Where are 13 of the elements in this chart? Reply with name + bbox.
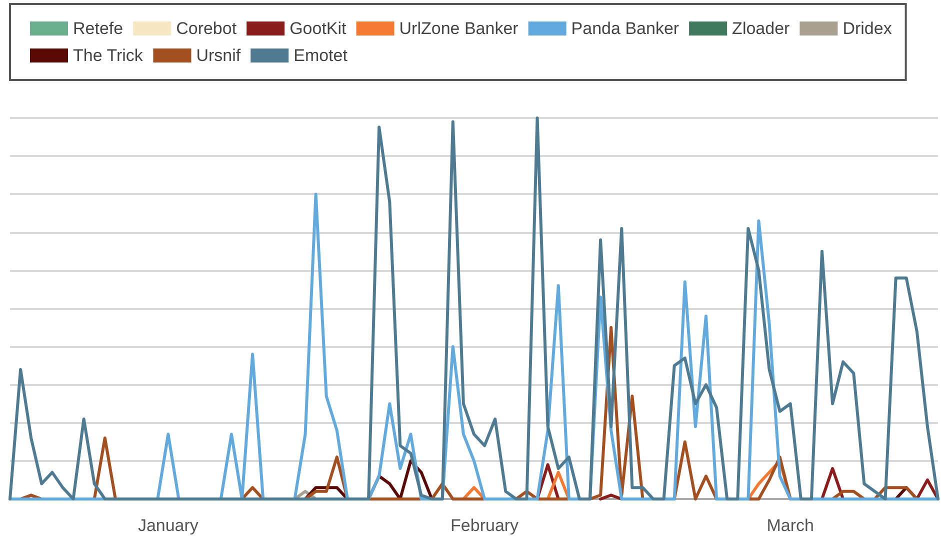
x-tick-label: January bbox=[138, 516, 199, 535]
legend-label: Panda Banker bbox=[571, 19, 680, 38]
legend-label: Emotet bbox=[294, 46, 348, 65]
legend-label: Zloader bbox=[732, 19, 790, 38]
x-tick-label: March bbox=[766, 516, 814, 535]
legend-label: The Trick bbox=[73, 46, 144, 65]
legend-label: Dridex bbox=[842, 19, 892, 38]
legend-label: UrlZone Banker bbox=[399, 19, 519, 38]
legend-label: Corebot bbox=[176, 19, 237, 38]
legend-label: GootKit bbox=[290, 19, 347, 38]
legend-label: Ursnif bbox=[196, 46, 241, 65]
x-tick-label: February bbox=[450, 516, 520, 535]
legend-label: Retefe bbox=[73, 19, 124, 38]
